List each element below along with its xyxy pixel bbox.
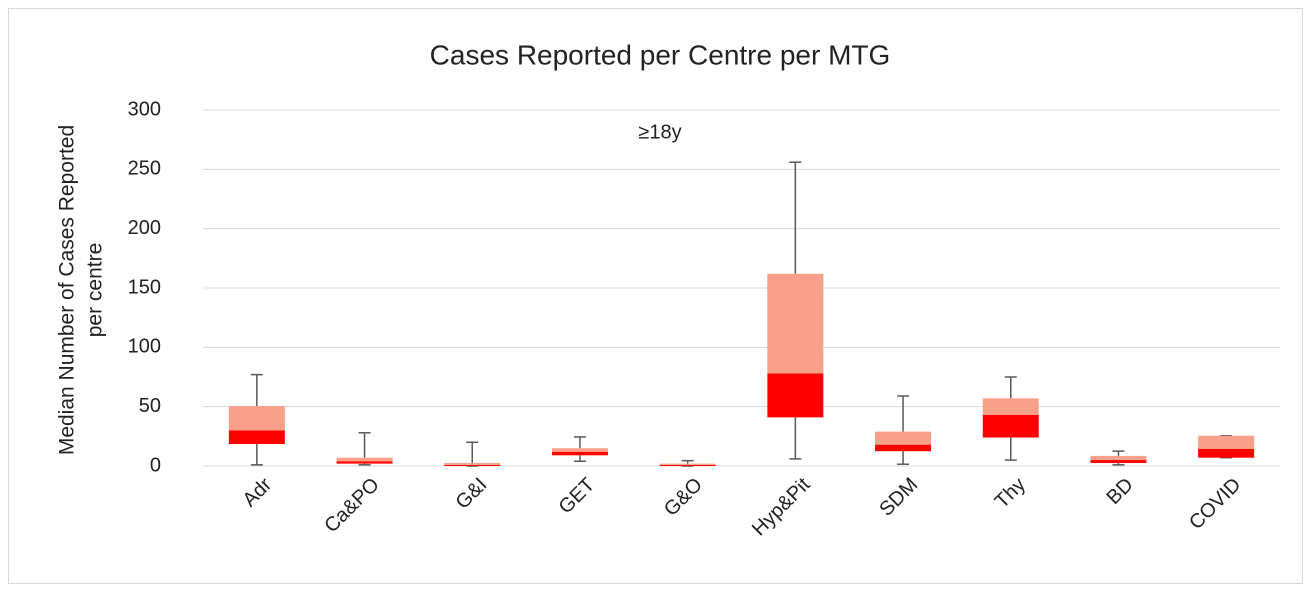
- box-lower: [982, 414, 1039, 438]
- box: [982, 376, 1039, 461]
- y-label-line: Median Number of Cases Reported: [56, 125, 79, 455]
- box-upper: [1090, 455, 1147, 461]
- box-lower: [1198, 448, 1255, 458]
- box-lower: [228, 430, 285, 445]
- box-lower: [336, 461, 393, 464]
- box-lower: [767, 373, 824, 418]
- box-upper: [982, 398, 1039, 415]
- box: [336, 432, 393, 466]
- box-upper: [875, 431, 932, 445]
- box-lower: [875, 444, 932, 452]
- box-upper: [551, 448, 608, 452]
- annotation: ≥18y: [638, 121, 681, 143]
- y-label-line: per centre: [84, 243, 107, 338]
- box: [1198, 434, 1255, 459]
- y-tick-label: 50: [139, 395, 161, 417]
- box-upper: [444, 463, 501, 465]
- box: [875, 395, 932, 465]
- y-axis-label: Median Number of Cases Reported per cent…: [56, 125, 107, 455]
- box-upper: [767, 273, 824, 374]
- y-tick-label: 300: [128, 98, 161, 120]
- box-upper: [659, 463, 716, 465]
- box-upper: [1198, 435, 1255, 449]
- box: [767, 161, 824, 460]
- box-upper: [228, 406, 285, 431]
- chart-frame: [8, 8, 1303, 584]
- box: [1090, 450, 1147, 466]
- y-tick-label: 250: [128, 158, 161, 180]
- box-lower: [659, 464, 716, 466]
- box: [444, 441, 501, 467]
- box: [551, 436, 608, 463]
- y-tick-label: 150: [128, 276, 161, 298]
- box-lower: [551, 451, 608, 456]
- box: [228, 373, 285, 466]
- box: [659, 459, 716, 467]
- box-lower: [1090, 460, 1147, 464]
- y-tick-label: 200: [128, 217, 161, 239]
- box-upper: [336, 457, 393, 462]
- y-tick-label: 0: [150, 454, 161, 476]
- box-lower: [444, 464, 501, 466]
- y-tick-label: 100: [128, 336, 161, 358]
- chart-title: Cases Reported per Centre per MTG: [430, 39, 891, 70]
